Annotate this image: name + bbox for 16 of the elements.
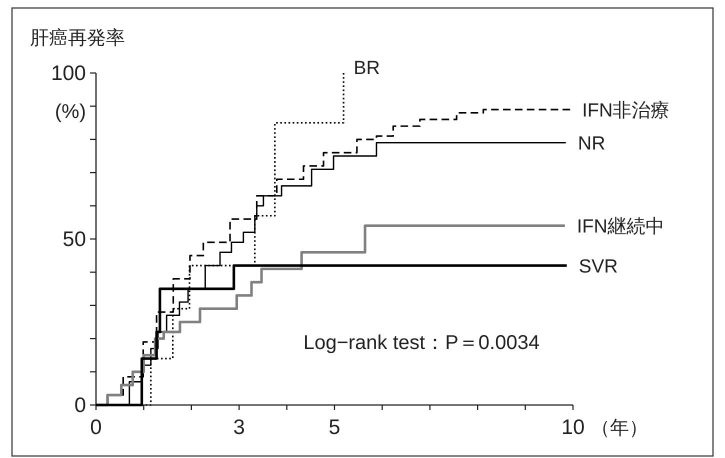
x-tick-label: 0 — [90, 416, 102, 439]
text: (%) — [54, 101, 86, 123]
y-tick-label: 0 — [74, 394, 86, 417]
series-label: IFN継続中 — [576, 216, 664, 238]
y-tick-label: 50 — [62, 228, 86, 251]
annotation: Log−rank test：P＝0.0034 — [303, 332, 540, 354]
y-axis-title: 肝癌再発率 — [30, 27, 125, 49]
series-label: NR — [578, 134, 606, 155]
x-tick-label: 5 — [328, 416, 340, 439]
series-label: BR — [354, 58, 380, 79]
x-tick-label: 3 — [233, 416, 245, 439]
x-tick-label: 10 — [561, 416, 585, 439]
y-tick-label: 100 — [50, 62, 86, 85]
x-axis-title: （年） — [591, 418, 648, 439]
series-label: IFN非治療 — [582, 100, 670, 122]
series-label: SVR — [578, 256, 618, 278]
